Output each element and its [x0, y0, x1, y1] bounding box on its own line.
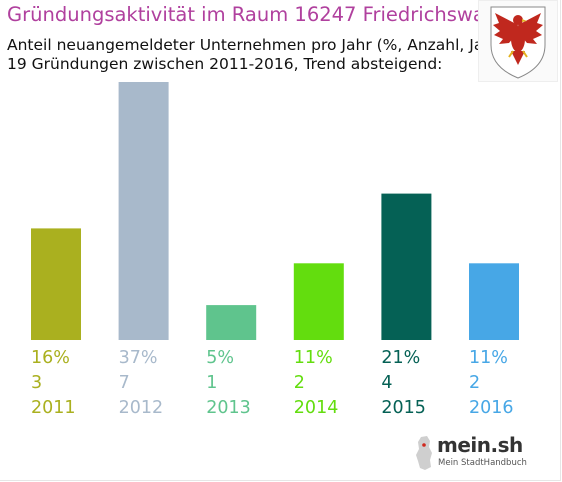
chart-subtitle: Anteil neuangemeldeter Unternehmen pro J…: [7, 36, 506, 74]
percent-label-2015: 21%: [381, 348, 421, 368]
year-label-2014: 2014: [293, 398, 339, 418]
brand-tagline: Mein StadtHandbuch: [438, 458, 527, 468]
year-label-2013: 2013: [206, 398, 251, 418]
year-label-2015: 2015: [381, 398, 426, 418]
percent-label-2012: 37%: [118, 348, 158, 368]
percent-label-2016: 11%: [469, 348, 508, 368]
count-label-2011: 3: [31, 373, 43, 393]
percent-label-2013: 5%: [206, 348, 234, 368]
year-label-2016: 2016: [469, 398, 514, 418]
subtitle-line-2: 19 Gründungen zwischen 2011-2016, Trend …: [7, 55, 443, 73]
eagle-crest-icon: [490, 6, 546, 79]
brand-name: mein.sh: [437, 433, 523, 457]
count-label-2013: 1: [206, 373, 218, 393]
count-label-2014: 2: [293, 373, 305, 393]
chart-title: Gründungsaktivität im Raum 16247 Friedri…: [7, 3, 515, 26]
coat-of-arms-image: [478, 0, 558, 82]
count-label-2016: 2: [469, 373, 481, 393]
percent-label-2011: 16%: [31, 348, 70, 368]
germany-map-icon: [416, 436, 432, 470]
count-label-2015: 4: [381, 373, 393, 393]
brand-logo: mein.sh Mein StadtHandbuch: [413, 431, 527, 473]
subtitle-line-1: Anteil neuangemeldeter Unternehmen pro J…: [7, 36, 506, 54]
year-label-2011: 2011: [31, 398, 76, 418]
percent-label-2014: 11%: [293, 348, 333, 368]
count-label-2012: 7: [118, 373, 130, 393]
year-label-2012: 2012: [118, 398, 164, 418]
